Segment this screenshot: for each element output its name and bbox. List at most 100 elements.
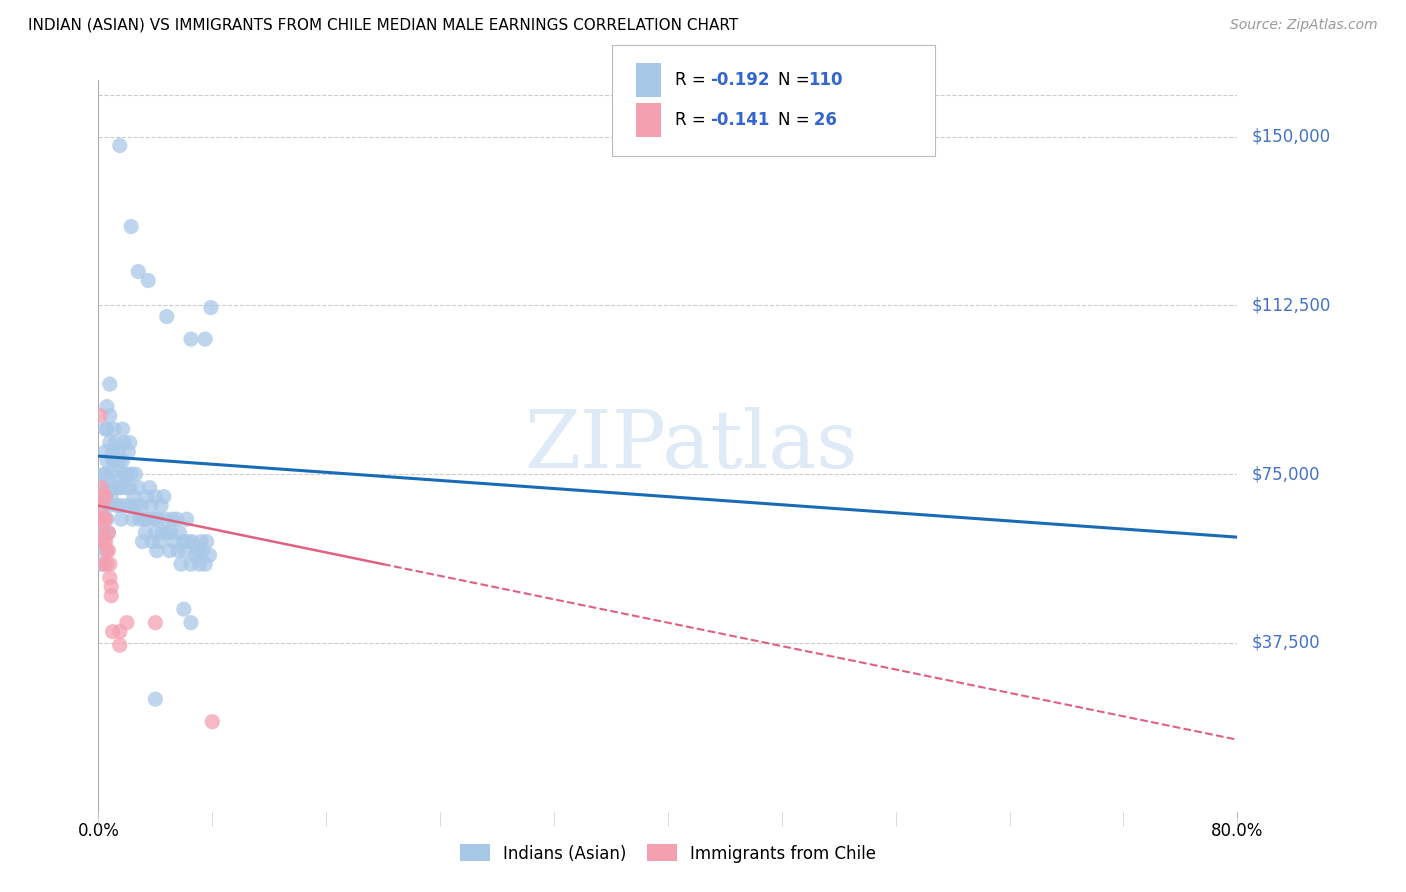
Point: [115, 615, 138, 630]
Point: [146, 543, 169, 558]
Point: [94, 543, 117, 558]
Point: [110, 481, 132, 495]
Point: [170, 557, 193, 571]
Point: [155, 512, 177, 526]
Point: [97, 543, 120, 558]
Point: [107, 444, 129, 458]
Legend: Indians (Asian), Immigrants from Chile: Indians (Asian), Immigrants from Chile: [453, 838, 883, 869]
Point: [127, 481, 149, 495]
Point: [162, 512, 184, 526]
Point: [145, 692, 167, 706]
Point: [184, 548, 207, 562]
Point: [195, 534, 218, 549]
Point: [167, 543, 190, 558]
Point: [190, 534, 212, 549]
Point: [114, 499, 136, 513]
Point: [180, 615, 202, 630]
Point: [135, 490, 157, 504]
Point: [148, 512, 170, 526]
Point: [90, 481, 112, 495]
Point: [93, 525, 115, 540]
Text: N =: N =: [778, 112, 814, 129]
Point: [96, 512, 118, 526]
Point: [90, 534, 112, 549]
Point: [98, 571, 121, 585]
Text: N =: N =: [778, 71, 814, 89]
Text: $75,000: $75,000: [1251, 465, 1320, 483]
Point: [127, 264, 149, 278]
Point: [96, 400, 118, 414]
Point: [111, 422, 134, 436]
Point: [98, 377, 121, 392]
Point: [124, 467, 146, 482]
Point: [90, 512, 112, 526]
Point: [97, 481, 120, 495]
Point: [153, 490, 176, 504]
Point: [118, 435, 141, 450]
Text: 110: 110: [808, 71, 844, 89]
Point: [120, 499, 142, 513]
Point: [101, 444, 124, 458]
Point: [120, 467, 142, 482]
Point: [152, 525, 174, 540]
Text: Source: ZipAtlas.com: Source: ZipAtlas.com: [1230, 18, 1378, 32]
Point: [103, 422, 125, 436]
Point: [200, 301, 222, 315]
Point: [91, 512, 114, 526]
Point: [100, 467, 122, 482]
Point: [93, 512, 115, 526]
Text: 26: 26: [808, 112, 838, 129]
Point: [139, 499, 162, 513]
Point: [94, 422, 117, 436]
Point: [110, 512, 132, 526]
Point: [91, 481, 114, 495]
Point: [176, 512, 198, 526]
Point: [112, 435, 135, 450]
Point: [94, 490, 117, 504]
Point: [156, 525, 179, 540]
Point: [174, 543, 197, 558]
Point: [96, 422, 118, 436]
Point: [93, 467, 115, 482]
Point: [96, 557, 118, 571]
Point: [90, 557, 112, 571]
Point: [138, 481, 160, 495]
Point: [97, 525, 120, 540]
Point: [187, 543, 209, 558]
Point: [108, 453, 131, 467]
Point: [100, 490, 122, 504]
Point: [91, 490, 114, 504]
Point: [96, 453, 118, 467]
Point: [131, 534, 153, 549]
Point: [177, 534, 200, 549]
Point: [93, 557, 115, 571]
Text: R =: R =: [675, 112, 711, 129]
Point: [159, 543, 181, 558]
Point: [94, 534, 117, 549]
Text: -0.141: -0.141: [710, 112, 769, 129]
Point: [105, 499, 128, 513]
Point: [142, 512, 165, 526]
Point: [115, 467, 138, 482]
Point: [105, 467, 128, 482]
Point: [96, 543, 118, 558]
Point: [108, 638, 131, 652]
Point: [166, 512, 188, 526]
Point: [149, 534, 172, 549]
Point: [91, 490, 114, 504]
Point: [98, 557, 121, 571]
Point: [194, 557, 217, 571]
Text: INDIAN (ASIAN) VS IMMIGRANTS FROM CHILE MEDIAN MALE EARNINGS CORRELATION CHART: INDIAN (ASIAN) VS IMMIGRANTS FROM CHILE …: [28, 18, 738, 33]
Text: ZIPatlas: ZIPatlas: [524, 407, 858, 485]
Point: [100, 580, 122, 594]
Text: $37,500: $37,500: [1251, 634, 1320, 652]
Point: [145, 615, 167, 630]
Point: [145, 525, 167, 540]
Text: -0.192: -0.192: [710, 71, 769, 89]
Point: [94, 444, 117, 458]
Point: [117, 444, 139, 458]
Point: [101, 624, 124, 639]
Point: [180, 332, 202, 346]
Point: [194, 332, 217, 346]
Point: [150, 499, 173, 513]
